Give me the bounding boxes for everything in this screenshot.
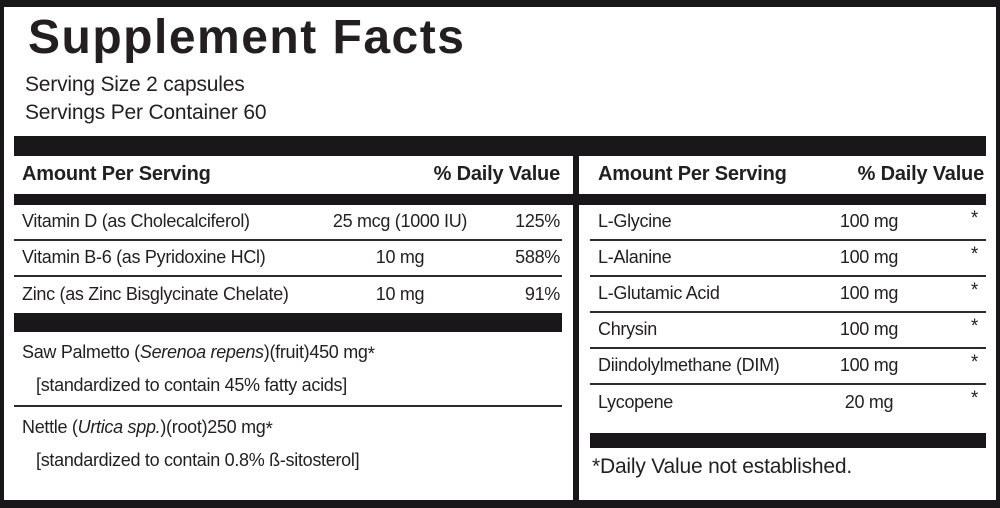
ingredient-row: L-Glycine 100 mg * bbox=[590, 205, 986, 241]
serving-info: Serving Size 2 capsules Servings Per Con… bbox=[25, 71, 986, 127]
right-ingredient-column: L-Glycine 100 mg * L-Alanine 100 mg * L-… bbox=[590, 205, 986, 500]
ingredient-daily-value: * bbox=[367, 343, 375, 365]
ingredient-name: Chrysin bbox=[598, 319, 657, 340]
facts-table: Amount Per Serving % Daily Value Amount … bbox=[14, 135, 986, 500]
ingredient-row: Saw Palmetto (Serenoa repens)(fruit) 450… bbox=[14, 332, 562, 407]
servings-per-container: Servings Per Container 60 bbox=[25, 100, 267, 124]
ingredient-amount: 100 mg bbox=[839, 355, 899, 376]
ingredient-name: Nettle (Urtica spp.)(root) bbox=[22, 416, 208, 437]
header-underline-bar bbox=[14, 193, 986, 205]
section-divider-bar bbox=[14, 312, 562, 332]
ingredient-name: Zinc (as Zinc Bisglycinate Chelate) bbox=[22, 284, 289, 305]
ingredient-amount: 450 mg bbox=[309, 341, 368, 362]
ingredient-row: L-Glutamic Acid 100 mg * bbox=[590, 277, 986, 313]
ingredient-row: Vitamin D (as Cholecalciferol) 25 mcg (1… bbox=[14, 205, 562, 241]
ingredient-amount: 25 mcg (1000 IU) bbox=[332, 211, 468, 232]
ingredient-row: Zinc (as Zinc Bisglycinate Chelate) 10 m… bbox=[14, 277, 562, 313]
ingredient-amount: 20 mg bbox=[844, 392, 894, 413]
ingredient-name: Saw Palmetto (Serenoa repens)(fruit) bbox=[22, 341, 310, 362]
top-divider-bar bbox=[14, 135, 986, 156]
ingredient-name: L-Glycine bbox=[598, 211, 672, 232]
ingredient-name: Vitamin D (as Cholecalciferol) bbox=[22, 211, 250, 232]
ingredient-row: Nettle (Urtica spp.)(root) 250 mg * [sta… bbox=[14, 407, 562, 480]
left-ingredient-column: Vitamin D (as Cholecalciferol) 25 mcg (1… bbox=[14, 205, 562, 500]
panel-title: Supplement Facts bbox=[28, 11, 466, 64]
vertical-divider bbox=[573, 204, 579, 500]
serving-size: Serving Size 2 capsules bbox=[25, 72, 245, 96]
ingredient-amount: 10 mg bbox=[375, 284, 425, 305]
ingredient-amount: 100 mg bbox=[839, 247, 899, 268]
daily-value-footnote: *Daily Value not established. bbox=[592, 454, 852, 478]
ingredient-daily-value: * bbox=[970, 279, 978, 301]
column-headers: Amount Per Serving % Daily Value Amount … bbox=[14, 155, 986, 194]
ingredient-row: Vitamin B-6 (as Pyridoxine HCl) 10 mg 58… bbox=[14, 241, 562, 277]
ingredient-daily-value: * bbox=[970, 351, 978, 373]
right-column-header: Amount Per Serving % Daily Value bbox=[590, 156, 986, 194]
ingredient-daily-value: * bbox=[970, 387, 978, 409]
ingredient-daily-value: * bbox=[970, 207, 978, 229]
ingredient-standardization: [standardized to contain 45% fatty acids… bbox=[36, 374, 347, 395]
left-column-header: Amount Per Serving % Daily Value bbox=[14, 156, 562, 194]
ingredient-daily-value: 588% bbox=[515, 247, 560, 268]
ingredient-amount: 100 mg bbox=[839, 319, 899, 340]
ingredient-daily-value: * bbox=[970, 243, 978, 265]
ingredient-daily-value: * bbox=[265, 418, 273, 440]
daily-value-header: % Daily Value bbox=[857, 163, 985, 186]
daily-value-header: % Daily Value bbox=[433, 163, 561, 186]
ingredient-name: L-Alanine bbox=[598, 247, 672, 268]
ingredient-amount: 250 mg bbox=[207, 416, 266, 437]
ingredient-name: L-Glutamic Acid bbox=[598, 283, 720, 304]
amount-per-serving-header: Amount Per Serving bbox=[22, 163, 211, 186]
ingredient-row: Diindolylmethane (DIM) 100 mg * bbox=[590, 349, 986, 385]
ingredient-name: Diindolylmethane (DIM) bbox=[598, 355, 780, 376]
ingredient-row: L-Alanine 100 mg * bbox=[590, 241, 986, 277]
ingredient-daily-value: 125% bbox=[515, 211, 560, 232]
ingredient-standardization: [standardized to contain 0.8% ß-sitoster… bbox=[36, 449, 360, 470]
ingredient-row: Lycopene 20 mg * bbox=[590, 385, 986, 421]
vertical-divider bbox=[573, 155, 579, 194]
amount-per-serving-header: Amount Per Serving bbox=[598, 163, 787, 186]
footnote-divider-bar bbox=[590, 432, 986, 448]
ingredient-row: Chrysin 100 mg * bbox=[590, 313, 986, 349]
ingredient-name: Lycopene bbox=[598, 392, 673, 413]
ingredient-amount: 100 mg bbox=[839, 211, 899, 232]
ingredient-amount: 10 mg bbox=[375, 247, 425, 268]
ingredient-amount: 100 mg bbox=[839, 283, 899, 304]
ingredient-daily-value: 91% bbox=[524, 284, 560, 305]
ingredient-daily-value: * bbox=[970, 315, 978, 337]
ingredient-name: Vitamin B-6 (as Pyridoxine HCl) bbox=[22, 247, 266, 268]
